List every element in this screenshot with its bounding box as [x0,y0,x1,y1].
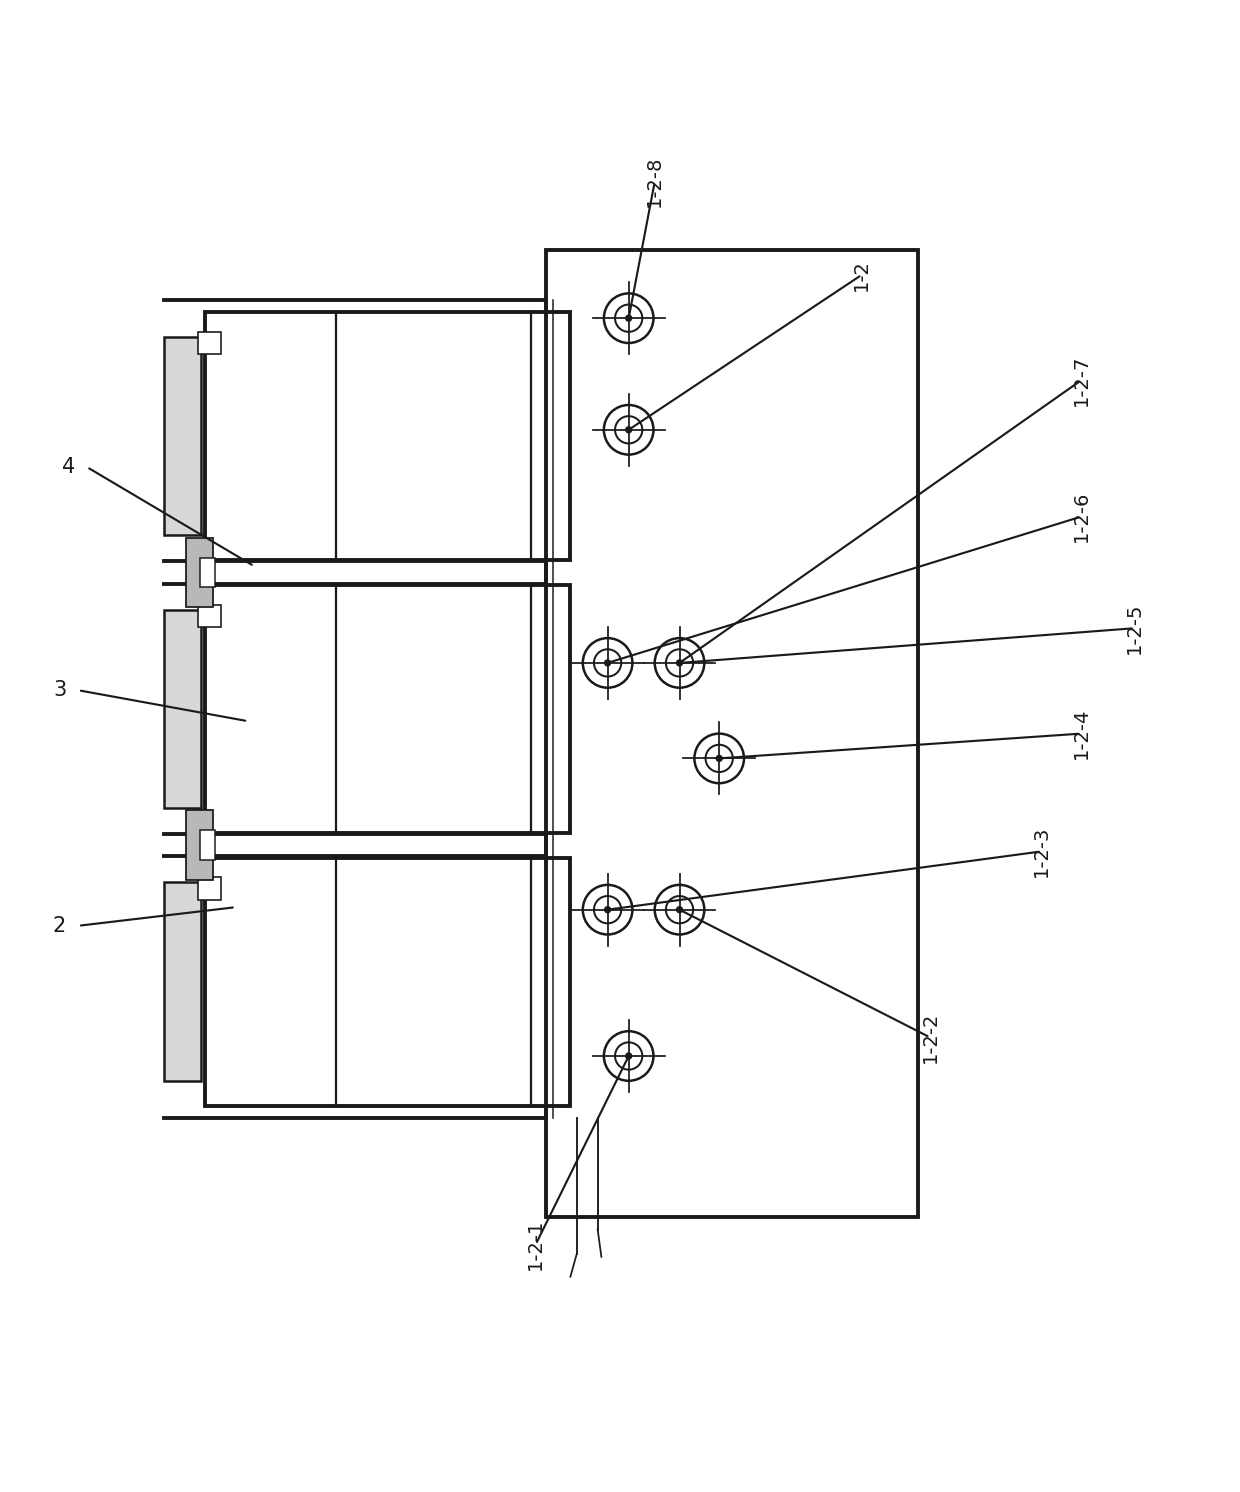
Circle shape [626,315,631,321]
Text: 2: 2 [53,916,66,935]
Text: 1-2-3: 1-2-3 [1032,825,1052,877]
Bar [200,831,215,859]
Bar [200,558,215,588]
Bar [164,337,201,536]
Bar [164,610,201,809]
Bar [186,810,213,880]
Bar [186,537,213,607]
Circle shape [717,755,722,761]
Bar [198,604,221,627]
Bar [205,858,570,1106]
Text: 4: 4 [62,457,74,477]
Bar [198,877,221,900]
Circle shape [677,659,682,665]
Circle shape [605,907,610,913]
Bar [198,331,221,354]
Bar [205,312,570,560]
Text: 1-2-1: 1-2-1 [526,1219,546,1270]
Circle shape [626,1053,631,1059]
Bar [546,251,918,1217]
Text: 1-2-6: 1-2-6 [1071,491,1091,542]
Text: 1-2-4: 1-2-4 [1071,707,1091,759]
Text: 3: 3 [53,680,66,700]
Circle shape [605,659,610,665]
Text: 1-2-8: 1-2-8 [645,157,665,207]
Circle shape [626,427,631,433]
Text: 1-2-2: 1-2-2 [920,1012,940,1064]
Text: 1-2-7: 1-2-7 [1071,355,1091,406]
Bar [164,882,201,1080]
Text: 1-2-5: 1-2-5 [1125,603,1145,653]
Circle shape [677,907,682,913]
Text: 1-2: 1-2 [852,260,872,291]
Bar [205,585,570,833]
